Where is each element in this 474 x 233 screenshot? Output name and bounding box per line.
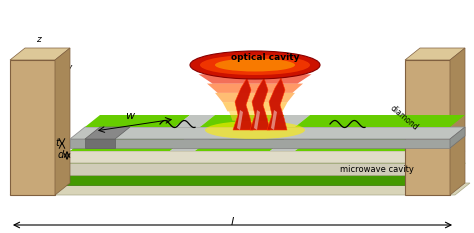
Polygon shape: [215, 93, 295, 102]
Text: z: z: [36, 35, 40, 44]
Text: l: l: [230, 217, 234, 227]
Polygon shape: [233, 78, 253, 130]
Text: x: x: [16, 83, 22, 92]
Polygon shape: [271, 110, 277, 130]
Polygon shape: [267, 78, 287, 130]
Polygon shape: [85, 127, 130, 139]
Polygon shape: [250, 78, 270, 130]
Polygon shape: [295, 115, 465, 127]
Polygon shape: [270, 139, 310, 151]
Ellipse shape: [205, 121, 305, 139]
Polygon shape: [70, 139, 450, 148]
Polygon shape: [70, 139, 185, 151]
Polygon shape: [55, 151, 465, 163]
Polygon shape: [450, 48, 465, 195]
Polygon shape: [55, 163, 450, 175]
Polygon shape: [85, 115, 190, 127]
Polygon shape: [207, 84, 303, 93]
Polygon shape: [237, 110, 243, 130]
Polygon shape: [229, 111, 281, 121]
Polygon shape: [55, 48, 70, 195]
Polygon shape: [222, 102, 288, 111]
Polygon shape: [254, 110, 260, 130]
Polygon shape: [270, 115, 310, 127]
Text: t: t: [55, 138, 59, 148]
Polygon shape: [405, 48, 465, 60]
Text: w: w: [126, 111, 135, 121]
Ellipse shape: [190, 51, 320, 79]
Polygon shape: [55, 175, 450, 185]
Text: microwave cavity: microwave cavity: [340, 165, 414, 175]
Polygon shape: [10, 48, 70, 60]
Ellipse shape: [200, 55, 310, 75]
Text: optical cavity: optical cavity: [231, 52, 299, 62]
Text: d: d: [58, 150, 64, 160]
Text: y: y: [66, 64, 72, 72]
Polygon shape: [85, 139, 115, 148]
Polygon shape: [200, 115, 285, 127]
Ellipse shape: [215, 58, 295, 72]
Polygon shape: [405, 60, 450, 195]
Polygon shape: [190, 65, 320, 74]
Polygon shape: [175, 115, 215, 127]
Polygon shape: [10, 183, 470, 195]
Polygon shape: [170, 139, 210, 151]
Polygon shape: [55, 163, 465, 175]
Polygon shape: [450, 127, 465, 148]
Polygon shape: [235, 121, 275, 130]
Polygon shape: [295, 139, 465, 151]
Polygon shape: [10, 60, 55, 195]
Polygon shape: [195, 139, 285, 151]
Text: diamond: diamond: [388, 104, 419, 132]
Polygon shape: [70, 127, 465, 139]
Polygon shape: [199, 74, 311, 84]
